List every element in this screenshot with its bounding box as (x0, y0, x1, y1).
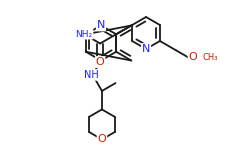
Text: O: O (96, 57, 104, 67)
Text: N: N (97, 21, 105, 30)
Text: O: O (98, 134, 106, 144)
Text: N: N (142, 44, 150, 54)
Text: O: O (188, 52, 197, 62)
Text: NH₂: NH₂ (76, 30, 93, 39)
Text: NH: NH (84, 70, 99, 80)
Text: CH₃: CH₃ (203, 53, 218, 62)
